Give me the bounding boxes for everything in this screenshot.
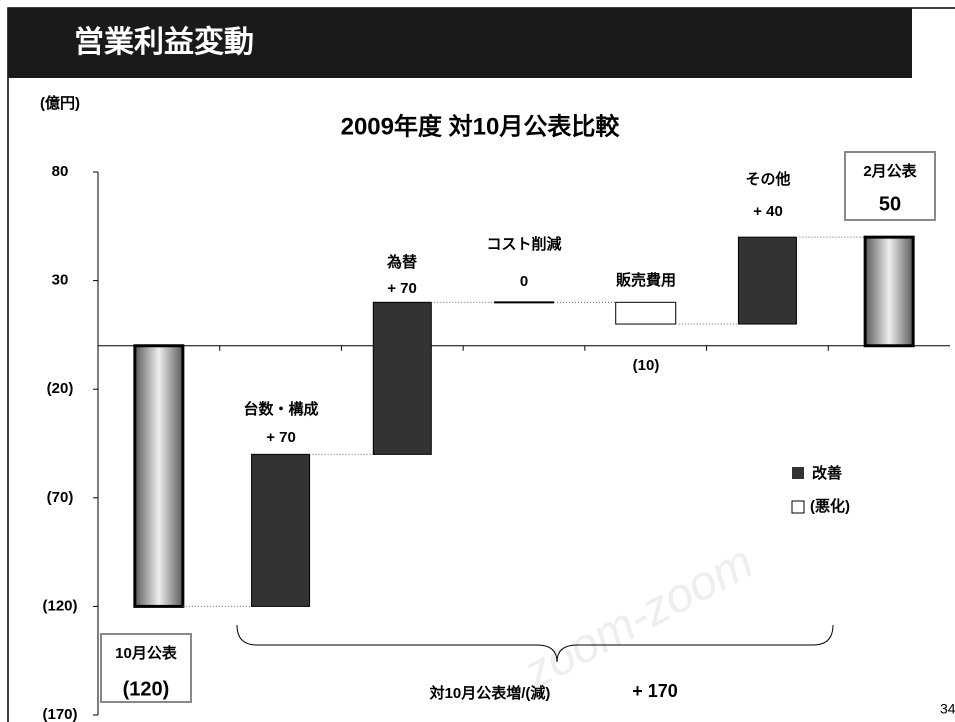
category-label: 台数・構成 <box>243 400 318 418</box>
category-label: 10月公表 <box>115 644 178 662</box>
y-unit: (億円) <box>40 94 80 112</box>
category-label: 2月公表 <box>863 162 917 180</box>
legend-label: 改善 <box>812 464 842 482</box>
value-label: (120) <box>123 678 170 700</box>
y-tick-label: (20) <box>47 380 74 397</box>
bar <box>863 235 915 348</box>
legend-label: (悪化) <box>810 497 850 515</box>
header-bar <box>8 8 912 78</box>
y-tick-label: 80 <box>52 163 69 180</box>
page-number: 34 <box>940 701 955 717</box>
category-label: コスト削減 <box>486 235 561 253</box>
annotation-text: 対10月公表増/(減) <box>429 684 551 702</box>
bar <box>737 236 797 325</box>
chart-title: 2009年度 対10月公表比較 <box>341 112 621 140</box>
category-label: 為替 <box>386 253 418 271</box>
slide-title: 営業利益変動 <box>74 25 254 59</box>
y-tick-label: (120) <box>42 597 77 614</box>
value-label: (10) <box>633 357 660 374</box>
bar <box>372 301 432 455</box>
category-label: 販売費用 <box>616 271 676 289</box>
value-label: 50 <box>879 193 901 215</box>
bar <box>133 344 185 608</box>
label-box <box>100 633 192 703</box>
annotation-value: + 170 <box>632 681 678 701</box>
y-tick-label: (70) <box>47 489 74 506</box>
watermark: zoom-zoom <box>515 535 762 700</box>
y-tick-label: (170) <box>42 706 77 722</box>
y-tick-label: 30 <box>52 272 69 289</box>
value-label: 0 <box>520 273 528 290</box>
label-box <box>844 151 936 221</box>
legend-swatch <box>792 467 804 479</box>
brace <box>236 624 834 663</box>
legend-swatch <box>791 500 805 514</box>
value-label: + 40 <box>753 203 783 220</box>
value-label: + 70 <box>387 280 417 297</box>
category-label: その他 <box>745 170 790 188</box>
bar <box>615 301 677 325</box>
bar <box>251 453 311 607</box>
value-label: + 70 <box>266 429 296 446</box>
